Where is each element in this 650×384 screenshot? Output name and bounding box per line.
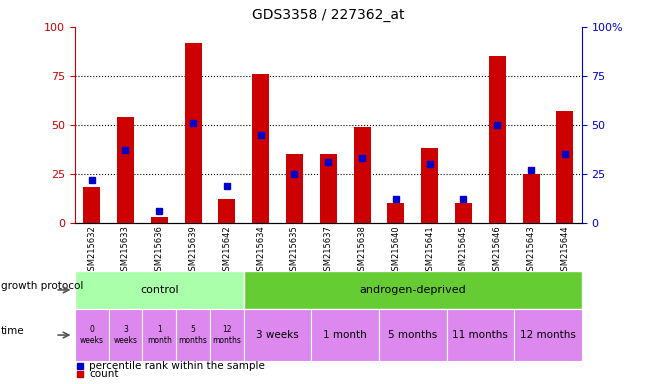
Bar — [556, 111, 573, 223]
Bar — [286, 154, 303, 223]
Bar — [83, 187, 100, 223]
Bar — [244, 309, 311, 361]
Text: 12 months: 12 months — [520, 330, 576, 340]
Bar — [354, 127, 370, 223]
Text: androgen-deprived: androgen-deprived — [359, 285, 466, 295]
Bar — [320, 154, 337, 223]
Bar — [185, 43, 202, 223]
Bar — [244, 271, 582, 309]
Bar — [523, 174, 540, 223]
Bar — [75, 309, 109, 361]
Bar — [176, 309, 210, 361]
Bar — [455, 203, 472, 223]
Text: 0
weeks: 0 weeks — [80, 325, 103, 345]
Text: percentile rank within the sample: percentile rank within the sample — [89, 361, 265, 371]
Bar — [447, 309, 514, 361]
Bar — [151, 217, 168, 223]
Text: 5 months: 5 months — [388, 330, 437, 340]
Bar — [142, 309, 176, 361]
Bar — [218, 199, 235, 223]
Bar — [117, 117, 134, 223]
Bar — [421, 148, 438, 223]
Title: GDS3358 / 227362_at: GDS3358 / 227362_at — [252, 8, 404, 22]
Text: control: control — [140, 285, 179, 295]
Bar — [489, 56, 506, 223]
Bar — [252, 74, 269, 223]
Text: 1 month: 1 month — [323, 330, 367, 340]
Bar — [387, 203, 404, 223]
Text: 3 weeks: 3 weeks — [256, 330, 299, 340]
Text: growth protocol: growth protocol — [1, 281, 83, 291]
Text: time: time — [1, 326, 24, 336]
Bar — [514, 309, 582, 361]
Bar — [75, 271, 244, 309]
Bar — [311, 309, 379, 361]
Bar — [379, 309, 447, 361]
Text: 3
weeks: 3 weeks — [114, 325, 137, 345]
Text: 5
months: 5 months — [179, 325, 207, 345]
Text: 12
months: 12 months — [213, 325, 241, 345]
Text: 11 months: 11 months — [452, 330, 508, 340]
Bar — [109, 309, 142, 361]
Bar — [210, 309, 244, 361]
Text: 1
month: 1 month — [147, 325, 172, 345]
Text: count: count — [89, 369, 118, 379]
